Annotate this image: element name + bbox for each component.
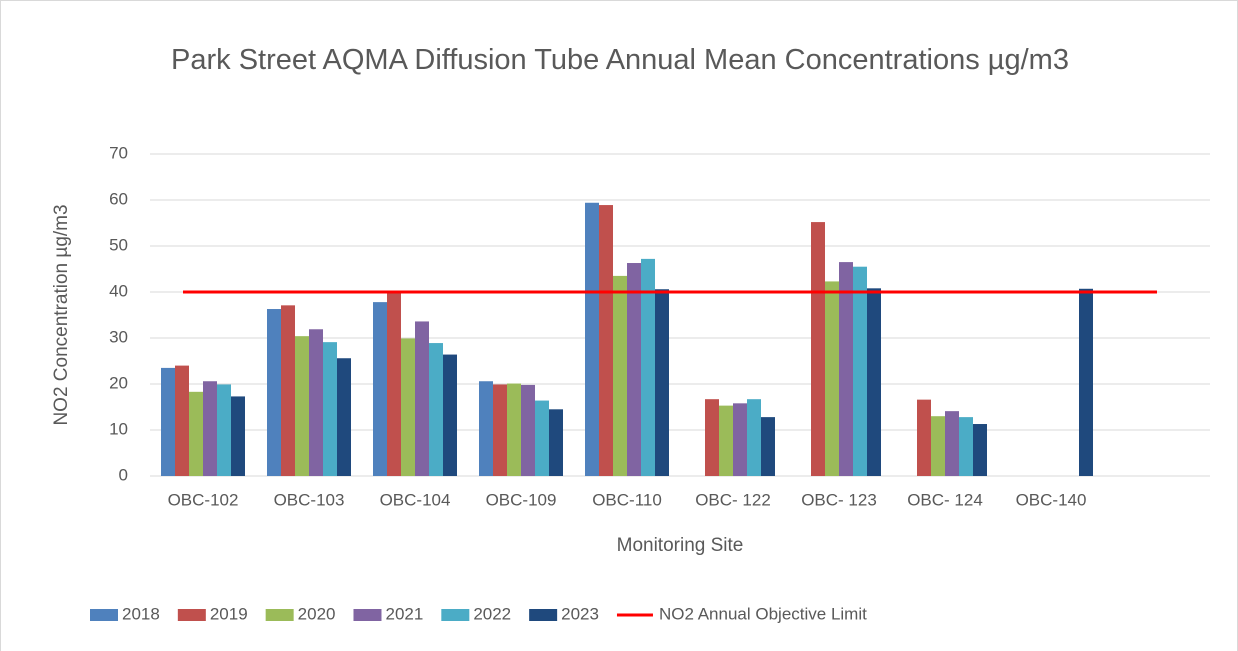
y-tick-label: 40 xyxy=(109,281,128,300)
legend-label: 2023 xyxy=(561,604,599,623)
y-tick-label: 0 xyxy=(119,465,128,484)
bar xyxy=(655,289,669,476)
bar xyxy=(853,266,867,476)
bar xyxy=(959,417,973,476)
bar xyxy=(373,302,387,476)
y-tick-label: 50 xyxy=(109,235,128,254)
bar xyxy=(295,336,309,476)
x-tick-label: OBC-109 xyxy=(486,490,557,509)
x-tick-label: OBC- 122 xyxy=(695,490,771,509)
legend-swatch xyxy=(529,609,558,621)
x-tick-label: OBC-103 xyxy=(274,490,345,509)
x-tick-label: OBC-140 xyxy=(1016,490,1087,509)
bar xyxy=(867,288,881,476)
bar xyxy=(641,258,655,476)
bar xyxy=(535,400,549,476)
bar xyxy=(337,358,351,476)
bar xyxy=(839,262,853,476)
legend-label: NO2 Annual Objective Limit xyxy=(659,604,867,623)
legend-swatch xyxy=(177,609,206,621)
bar xyxy=(401,338,415,476)
bar xyxy=(761,417,775,476)
bar xyxy=(825,281,839,476)
y-tick-label: 70 xyxy=(109,143,128,162)
legend-label: 2021 xyxy=(385,604,423,623)
bar xyxy=(189,391,203,476)
x-tick-label: OBC- 123 xyxy=(801,490,877,509)
bar xyxy=(175,365,189,476)
y-tick-label: 20 xyxy=(109,373,128,392)
bar xyxy=(549,409,563,476)
bar xyxy=(811,222,825,476)
bar xyxy=(267,309,281,476)
bar xyxy=(217,384,231,476)
legend-swatch xyxy=(265,609,294,621)
legend-label: 2020 xyxy=(298,604,336,623)
bar xyxy=(387,292,401,476)
legend-swatch xyxy=(90,609,118,621)
bar xyxy=(599,205,613,476)
bar xyxy=(747,399,761,476)
bar xyxy=(613,275,627,476)
bar xyxy=(521,384,535,476)
bar xyxy=(945,411,959,476)
bar xyxy=(323,342,337,476)
bar xyxy=(931,416,945,476)
bar xyxy=(429,343,443,476)
legend-swatch xyxy=(441,609,470,621)
bar xyxy=(733,403,747,476)
bar xyxy=(415,321,429,476)
bar xyxy=(281,305,295,476)
y-tick-label: 10 xyxy=(109,419,128,438)
bar xyxy=(161,367,175,476)
bar xyxy=(479,381,493,476)
bar xyxy=(443,354,457,476)
bar xyxy=(973,424,987,476)
bar xyxy=(627,263,641,476)
bar xyxy=(493,384,507,476)
bar xyxy=(719,405,733,476)
legend-label: 2018 xyxy=(122,604,160,623)
bar xyxy=(917,399,931,476)
bar xyxy=(309,329,323,476)
bar xyxy=(705,399,719,476)
x-axis-label: Monitoring Site xyxy=(617,535,744,556)
y-tick-label: 60 xyxy=(109,189,128,208)
x-tick-label: OBC-104 xyxy=(380,490,451,509)
legend-label: 2019 xyxy=(210,604,248,623)
y-tick-label: 30 xyxy=(109,327,128,346)
x-tick-label: OBC-110 xyxy=(592,490,662,509)
legend-swatch xyxy=(353,609,382,621)
legend-label: 2022 xyxy=(473,604,511,623)
bar xyxy=(203,381,217,476)
x-tick-label: OBC- 124 xyxy=(907,490,983,509)
x-tick-label: OBC-102 xyxy=(168,490,239,509)
bar xyxy=(231,396,245,476)
bar xyxy=(1079,288,1093,476)
y-axis-label: NO2 Concentration µg/m3 xyxy=(51,204,72,425)
bar xyxy=(585,202,599,476)
bar xyxy=(507,383,521,476)
chart-title: Park Street AQMA Diffusion Tube Annual M… xyxy=(171,44,1069,76)
